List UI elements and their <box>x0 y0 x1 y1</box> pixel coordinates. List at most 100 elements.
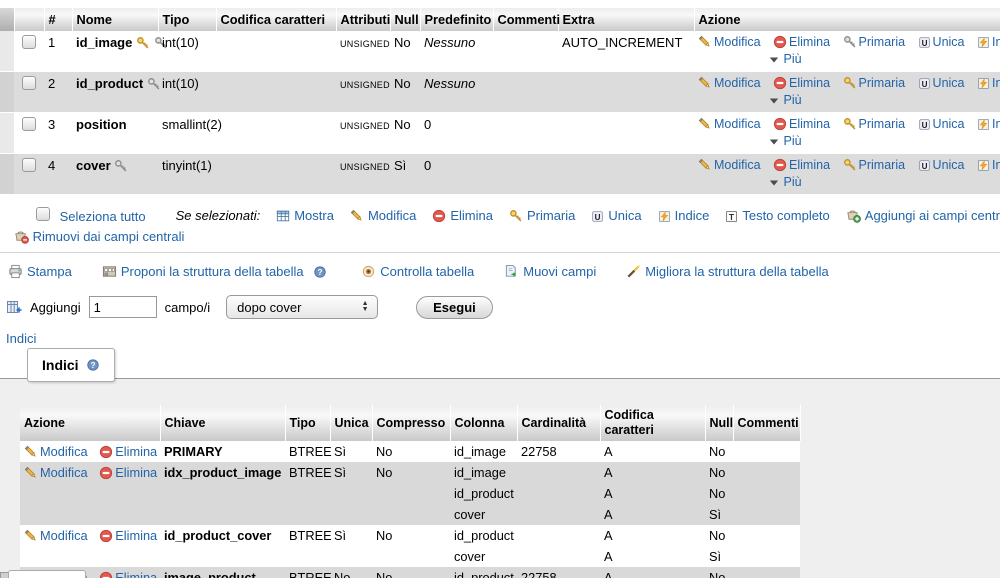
table-icon <box>276 209 290 223</box>
more-link[interactable]: Più <box>768 52 802 66</box>
column-default: 0 <box>420 153 493 195</box>
modify-link[interactable]: Modifica <box>698 35 761 49</box>
modify-link[interactable]: Modifica <box>698 76 761 90</box>
column-extra: AUTO_INCREMENT <box>558 31 694 72</box>
columns-table: # Nome Tipo Codifica caratteri Attributi… <box>0 8 1000 195</box>
add-field-count-input[interactable] <box>88 296 157 318</box>
move-columns-link[interactable]: Muovi campi <box>504 264 596 279</box>
primary-link[interactable]: Primaria <box>843 117 905 131</box>
index-link[interactable]: Indice <box>977 117 1000 131</box>
printer-icon <box>8 264 23 279</box>
primary-link[interactable]: Primaria <box>843 158 905 172</box>
index-link[interactable]: Indice <box>977 158 1000 172</box>
column-extra <box>558 153 694 195</box>
propose-structure-link[interactable]: Proponi la struttura della tabella <box>102 264 304 279</box>
row-checkbox[interactable] <box>22 76 36 90</box>
more-link[interactable]: Più <box>768 93 802 107</box>
index-icon <box>977 77 990 90</box>
primary-link[interactable]: Primaria <box>843 76 905 90</box>
drop-index-link[interactable]: Elimina <box>99 465 157 480</box>
idx-header-chiave: Chiave <box>160 405 286 441</box>
row-checkbox[interactable] <box>22 117 36 131</box>
position-select[interactable]: dopo cover ▲ ▼ <box>226 295 379 319</box>
pencil-icon <box>24 529 38 543</box>
delete-link[interactable]: Elimina <box>773 158 830 172</box>
check-table-link[interactable]: Controlla tabella <box>361 264 474 279</box>
column-collation <box>216 71 336 113</box>
help-icon[interactable] <box>313 265 327 279</box>
browse-selected-link[interactable]: Mostra <box>276 208 334 223</box>
add-to-central-columns-link[interactable]: Aggiungi ai campi centrali <box>846 208 1000 223</box>
index-subrow: cover A Sì <box>20 504 800 525</box>
idx-header-cardinalita: Cardinalità <box>517 405 601 441</box>
edit-index-link[interactable]: Modifica <box>24 444 88 459</box>
header-codifica: Codifica caratteri <box>216 8 337 31</box>
print-link[interactable]: Stampa <box>8 264 72 279</box>
more-link[interactable]: Più <box>768 134 802 148</box>
unique-icon <box>918 118 931 131</box>
header-tipo: Tipo <box>158 8 217 31</box>
edit-selected-link[interactable]: Modifica <box>350 208 416 223</box>
index-name: PRIMARY <box>160 441 285 462</box>
pencil-icon <box>24 466 38 480</box>
help-icon[interactable] <box>86 358 100 372</box>
minus-icon <box>773 35 787 49</box>
delete-link[interactable]: Elimina <box>773 35 830 49</box>
select-all-link[interactable]: Seleziona tutto <box>59 209 146 224</box>
pencil-icon <box>350 209 364 223</box>
index-row: Modifica Elimina idx_product_image BTREE… <box>20 462 800 525</box>
index-link[interactable]: Indice <box>977 35 1000 49</box>
delete-link[interactable]: Elimina <box>773 76 830 90</box>
improve-structure-link[interactable]: Migliora la struttura della tabella <box>626 264 829 279</box>
pencil-icon <box>698 76 712 90</box>
header-nome: Nome <box>72 8 159 31</box>
more-link[interactable]: Più <box>768 175 802 189</box>
delete-selected-link[interactable]: Elimina <box>432 208 493 223</box>
column-null: Sì <box>390 153 420 195</box>
primary-link[interactable]: Primaria <box>843 35 905 49</box>
header-extra: Extra <box>558 8 695 31</box>
primary-selected-link[interactable]: Primaria <box>509 208 575 223</box>
modify-link[interactable]: Modifica <box>698 117 761 131</box>
unique-link[interactable]: Unica <box>918 117 965 131</box>
column-null: No <box>390 112 420 154</box>
table-row: 4 cover tinyint(1) UNSIGNED Sì 0 Modific… <box>0 153 1000 195</box>
pencil-icon <box>698 158 712 172</box>
drop-index-link[interactable]: Elimina <box>99 444 157 459</box>
index-link[interactable]: Indice <box>977 76 1000 90</box>
row-checkbox[interactable] <box>22 35 36 49</box>
edit-index-link[interactable]: Modifica <box>24 465 88 480</box>
row-checkbox[interactable] <box>22 158 36 172</box>
key-icon <box>843 117 857 131</box>
chevron-down-icon <box>768 95 780 107</box>
select-all-checkbox[interactable] <box>36 207 50 221</box>
chevron-down-icon <box>768 177 780 189</box>
drop-index-link[interactable]: Elimina <box>99 570 157 578</box>
column-type: tinyint(1) <box>158 153 216 195</box>
column-extra <box>558 112 694 154</box>
unique-link[interactable]: Unica <box>918 76 965 90</box>
drop-index-link[interactable]: Elimina <box>99 528 157 543</box>
column-type: int(10) <box>158 71 216 113</box>
chevron-down-icon <box>768 136 780 148</box>
remove-from-central-columns-link[interactable]: Rimuovi dai campi centrali <box>14 229 184 244</box>
index-key-icon <box>114 159 128 173</box>
column-default: 0 <box>420 112 493 154</box>
edit-index-link[interactable]: Modifica <box>24 528 88 543</box>
column-null: No <box>390 71 420 113</box>
index-selected-link[interactable]: Indice <box>658 208 709 223</box>
divider <box>0 252 1000 253</box>
unique-link[interactable]: Unica <box>918 35 965 49</box>
minus-icon <box>99 529 113 543</box>
add-field-suffix: campo/i <box>164 299 211 315</box>
index-key-icon <box>147 77 161 91</box>
key-icon <box>509 209 523 223</box>
unique-selected-link[interactable]: Unica <box>591 208 642 223</box>
modify-link[interactable]: Modifica <box>698 158 761 172</box>
fulltext-selected-link[interactable]: Testo completo <box>725 208 830 223</box>
indexes-anchor-link[interactable]: Indici <box>6 331 37 346</box>
delete-link[interactable]: Elimina <box>773 117 830 131</box>
go-button[interactable]: Esegui <box>416 295 493 319</box>
unique-link[interactable]: Unica <box>918 158 965 172</box>
header-null: Null <box>390 8 421 31</box>
